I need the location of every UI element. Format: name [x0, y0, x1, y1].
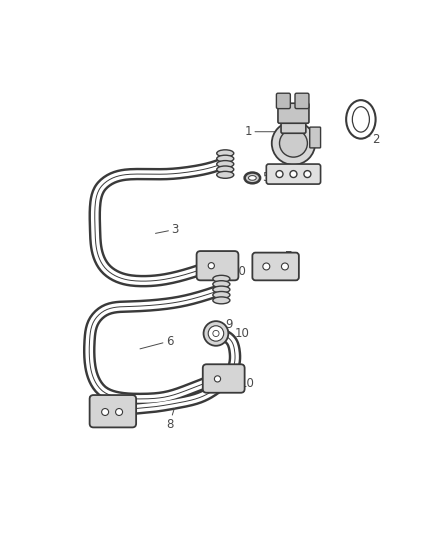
FancyBboxPatch shape — [90, 395, 136, 427]
Text: 9: 9 — [219, 318, 233, 330]
FancyBboxPatch shape — [295, 93, 309, 109]
FancyBboxPatch shape — [266, 164, 321, 184]
Ellipse shape — [213, 292, 230, 298]
FancyBboxPatch shape — [278, 103, 309, 123]
Ellipse shape — [352, 107, 369, 132]
Text: 8: 8 — [166, 407, 175, 431]
Circle shape — [213, 330, 219, 336]
FancyBboxPatch shape — [252, 253, 299, 280]
Ellipse shape — [213, 276, 230, 282]
Circle shape — [276, 171, 283, 177]
Circle shape — [263, 263, 270, 270]
Circle shape — [208, 326, 224, 341]
Circle shape — [204, 321, 228, 346]
Text: 6: 6 — [140, 335, 173, 349]
Ellipse shape — [248, 175, 256, 180]
Text: 7: 7 — [276, 250, 293, 263]
Ellipse shape — [213, 297, 230, 304]
Text: 5: 5 — [255, 172, 269, 184]
Circle shape — [282, 263, 288, 270]
FancyBboxPatch shape — [197, 251, 238, 280]
Circle shape — [116, 408, 123, 415]
Ellipse shape — [213, 281, 230, 288]
Ellipse shape — [245, 173, 260, 183]
Ellipse shape — [217, 166, 234, 173]
Circle shape — [214, 376, 221, 382]
Ellipse shape — [217, 155, 234, 162]
Text: 3: 3 — [155, 223, 179, 236]
FancyBboxPatch shape — [310, 127, 321, 148]
Circle shape — [290, 171, 297, 177]
Text: 1: 1 — [245, 125, 276, 138]
Text: 10: 10 — [227, 327, 250, 340]
Circle shape — [279, 130, 307, 157]
Circle shape — [272, 122, 315, 165]
Circle shape — [102, 408, 109, 415]
Circle shape — [304, 171, 311, 177]
Ellipse shape — [217, 172, 234, 179]
FancyBboxPatch shape — [203, 364, 245, 393]
Ellipse shape — [346, 100, 376, 139]
Ellipse shape — [217, 160, 234, 167]
Text: 11: 11 — [88, 395, 107, 409]
Text: 4: 4 — [297, 170, 307, 184]
Text: 10: 10 — [224, 265, 247, 278]
Polygon shape — [272, 166, 315, 176]
Text: 2: 2 — [361, 132, 380, 146]
Ellipse shape — [217, 150, 234, 157]
Circle shape — [208, 263, 214, 269]
Ellipse shape — [213, 286, 230, 293]
FancyBboxPatch shape — [276, 93, 290, 109]
FancyBboxPatch shape — [281, 119, 306, 133]
Text: 10: 10 — [229, 377, 254, 390]
